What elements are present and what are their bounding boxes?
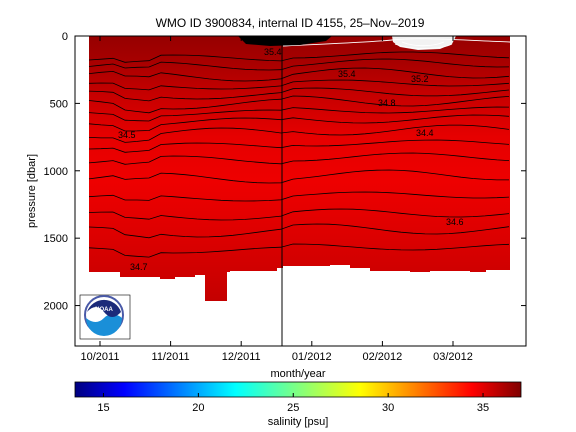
salinity-contours (88, 51, 510, 258)
x-tick-label: 12/2011 (222, 351, 261, 363)
colorbar-tick-label: 35 (477, 402, 489, 414)
contour-line (88, 243, 510, 258)
y-tick-label: 500 (50, 98, 68, 110)
x-tick-label: 02/2012 (363, 351, 403, 363)
contour-line (88, 114, 510, 132)
x-tick-label: 03/2012 (433, 351, 473, 363)
contour-line (88, 67, 510, 82)
colorbar: 15 20 25 30 35 salinity [psu] (74, 381, 522, 428)
contour-line (88, 106, 510, 122)
y-tick-label: 1500 (44, 233, 68, 245)
x-tick-label: 11/2011 (152, 351, 190, 363)
contour-line (88, 79, 510, 91)
y-axis-label: pressure [dbar] (26, 154, 38, 228)
contour-line (88, 139, 510, 153)
colorbar-tick-label: 30 (382, 402, 394, 414)
noaa-logo-text: NOAA (95, 307, 113, 313)
contour-label: 34.4 (416, 128, 434, 138)
contour-line (88, 87, 510, 102)
salinity-field (89, 36, 510, 301)
colorbar-tick-label: 15 (97, 402, 109, 414)
x-axis: 10/2011 11/2011 12/2011 01/2012 02/2012 03/20… (81, 36, 473, 363)
y-tick-label: 2000 (44, 301, 68, 313)
x-tick-label: 01/2012 (292, 351, 332, 363)
colorbar-label: salinity [psu] (268, 416, 329, 428)
contour-label: 35.4 (338, 69, 356, 79)
y-axis: 0 500 1000 1500 2000 (44, 31, 526, 313)
colorbar-ticks: 15 20 25 30 35 (97, 393, 489, 414)
contour-line (88, 124, 510, 143)
x-tick-label: 10/2011 (81, 351, 120, 363)
plot-area: 35.4 35.4 35.2 34.8 34.5 34.4 34.6 34.7 … (79, 36, 511, 346)
contour-line (88, 223, 510, 239)
contour-label: 34.5 (118, 130, 136, 140)
contour-line (88, 169, 509, 184)
contour-label: 35.2 (411, 74, 429, 84)
y-tick-label: 1000 (44, 166, 68, 178)
chart-title: WMO ID 3900834, internal ID 4155, 25–Nov… (156, 16, 425, 30)
contour-line (88, 208, 510, 221)
plot-frame (74, 35, 527, 347)
noaa-logo: NOAA (79, 294, 131, 340)
contour-label: 34.7 (130, 262, 148, 272)
contour-labels: 35.4 35.4 35.2 34.8 34.5 34.4 34.6 34.7 (118, 47, 464, 272)
contour-line (88, 152, 510, 165)
contour-line (88, 58, 510, 71)
colorbar-gradient (74, 381, 522, 398)
contour-label: 34.6 (446, 217, 464, 227)
colorbar-tick-label: 20 (192, 402, 204, 414)
surface-contours (282, 38, 511, 49)
contour-line (88, 51, 510, 63)
contour-label: 35.4 (264, 47, 282, 57)
contour-label: 34.8 (378, 98, 396, 108)
colorbar-tick-label: 25 (287, 402, 299, 414)
contour-line (88, 191, 510, 202)
dense-surface-contours (238, 36, 332, 46)
x-axis-label: month/year (270, 368, 325, 380)
contour-line (88, 95, 510, 114)
y-tick-label: 0 (62, 31, 68, 43)
